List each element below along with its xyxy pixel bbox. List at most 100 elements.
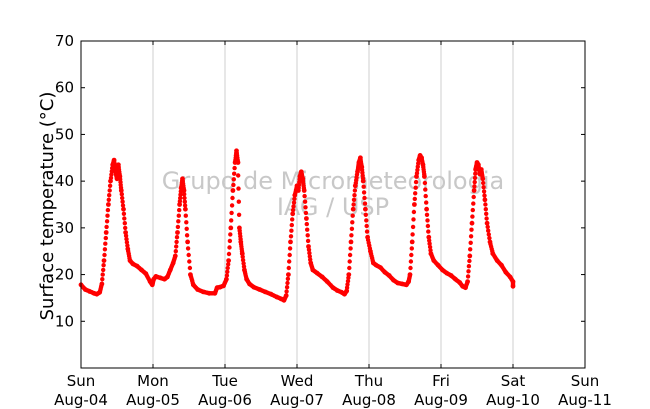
x-tick-day-5: Fri bbox=[432, 372, 450, 390]
data-point bbox=[100, 277, 105, 282]
data-points bbox=[78, 148, 516, 303]
data-point bbox=[227, 245, 232, 250]
data-point bbox=[415, 167, 420, 173]
data-point bbox=[119, 192, 125, 197]
data-point bbox=[182, 203, 188, 208]
data-point bbox=[364, 229, 370, 234]
x-tick-day-1: Mon bbox=[137, 372, 169, 390]
data-point bbox=[123, 225, 128, 231]
data-point bbox=[468, 240, 473, 245]
data-point bbox=[240, 257, 246, 263]
data-point bbox=[466, 264, 472, 269]
data-point bbox=[174, 239, 179, 245]
data-point bbox=[107, 188, 112, 193]
data-point bbox=[185, 239, 191, 245]
data-point bbox=[482, 197, 488, 203]
data-point bbox=[284, 289, 289, 294]
x-tick-date-5: Aug-09 bbox=[414, 391, 468, 409]
y-tick-label-10: 10 bbox=[55, 312, 74, 330]
data-point bbox=[109, 172, 114, 177]
data-point bbox=[485, 224, 490, 230]
data-point bbox=[481, 189, 487, 194]
data-point bbox=[410, 232, 415, 237]
plot-frame bbox=[80, 40, 586, 369]
data-point bbox=[412, 202, 417, 207]
data-point bbox=[227, 238, 233, 244]
data-point bbox=[105, 213, 110, 218]
data-point bbox=[285, 280, 290, 286]
data-point bbox=[285, 276, 291, 281]
data-point bbox=[121, 206, 126, 212]
data-point bbox=[414, 171, 420, 176]
data-point bbox=[122, 221, 128, 226]
data-point bbox=[350, 206, 356, 212]
data-point bbox=[466, 269, 471, 274]
data-point bbox=[103, 241, 108, 246]
data-point bbox=[414, 174, 419, 179]
x-tick-day-0: Sun bbox=[67, 372, 96, 390]
data-point bbox=[230, 195, 235, 201]
data-point bbox=[472, 179, 477, 185]
data-point bbox=[345, 278, 351, 284]
data-point bbox=[413, 179, 419, 185]
data-point bbox=[176, 213, 181, 218]
data-point bbox=[182, 195, 187, 201]
data-point bbox=[176, 219, 181, 224]
data-point bbox=[481, 185, 486, 190]
data-point bbox=[228, 225, 234, 231]
x-tick-date-6: Aug-10 bbox=[486, 391, 540, 409]
data-point bbox=[289, 222, 294, 228]
x-tick-day-2: Tue bbox=[211, 372, 238, 390]
data-point bbox=[467, 258, 472, 264]
data-point bbox=[302, 199, 308, 204]
data-point bbox=[236, 199, 241, 204]
data-point bbox=[427, 244, 433, 250]
data-point bbox=[303, 205, 308, 210]
x-tick-day-7: Sun bbox=[571, 372, 600, 390]
data-point bbox=[187, 265, 193, 271]
data-point bbox=[225, 269, 230, 274]
data-point bbox=[424, 212, 430, 217]
data-point bbox=[483, 207, 488, 212]
data-point bbox=[465, 274, 471, 279]
data-point bbox=[177, 202, 183, 207]
data-point bbox=[122, 216, 127, 221]
data-point bbox=[486, 232, 491, 237]
data-point bbox=[483, 202, 488, 207]
x-axis-ticks: SunAug-04MonAug-05TueAug-06WedAug-07ThuA… bbox=[54, 41, 612, 409]
data-point bbox=[230, 188, 236, 193]
data-point bbox=[306, 247, 312, 252]
data-point bbox=[425, 223, 431, 229]
data-point bbox=[186, 252, 191, 258]
data-point bbox=[292, 196, 297, 202]
data-point bbox=[409, 252, 414, 258]
data-point bbox=[352, 193, 357, 198]
data-point bbox=[469, 220, 475, 226]
data-point bbox=[481, 180, 486, 186]
data-point bbox=[413, 185, 418, 190]
data-point bbox=[102, 247, 108, 252]
data-point bbox=[346, 272, 352, 277]
data-point bbox=[99, 281, 105, 287]
data-point bbox=[109, 169, 115, 174]
data-point bbox=[232, 171, 237, 176]
data-point bbox=[184, 220, 189, 225]
data-point bbox=[408, 259, 414, 264]
x-tick-date-3: Aug-07 bbox=[270, 391, 324, 409]
data-point bbox=[465, 279, 470, 284]
data-point bbox=[107, 183, 113, 188]
data-point bbox=[413, 191, 418, 196]
data-point bbox=[123, 233, 129, 238]
data-point bbox=[424, 206, 429, 212]
y-axis-ticks: 10 20 30 40 50 60 70 bbox=[55, 32, 585, 330]
data-point bbox=[484, 216, 489, 221]
data-point bbox=[174, 235, 180, 240]
x-tick-day-6: Sat bbox=[501, 372, 526, 390]
data-point bbox=[407, 272, 413, 277]
data-point bbox=[287, 246, 293, 251]
data-point bbox=[183, 206, 188, 212]
data-point bbox=[471, 188, 477, 193]
data-point bbox=[291, 204, 296, 209]
data-point bbox=[471, 201, 476, 206]
x-tick-date-0: Aug-04 bbox=[54, 391, 108, 409]
